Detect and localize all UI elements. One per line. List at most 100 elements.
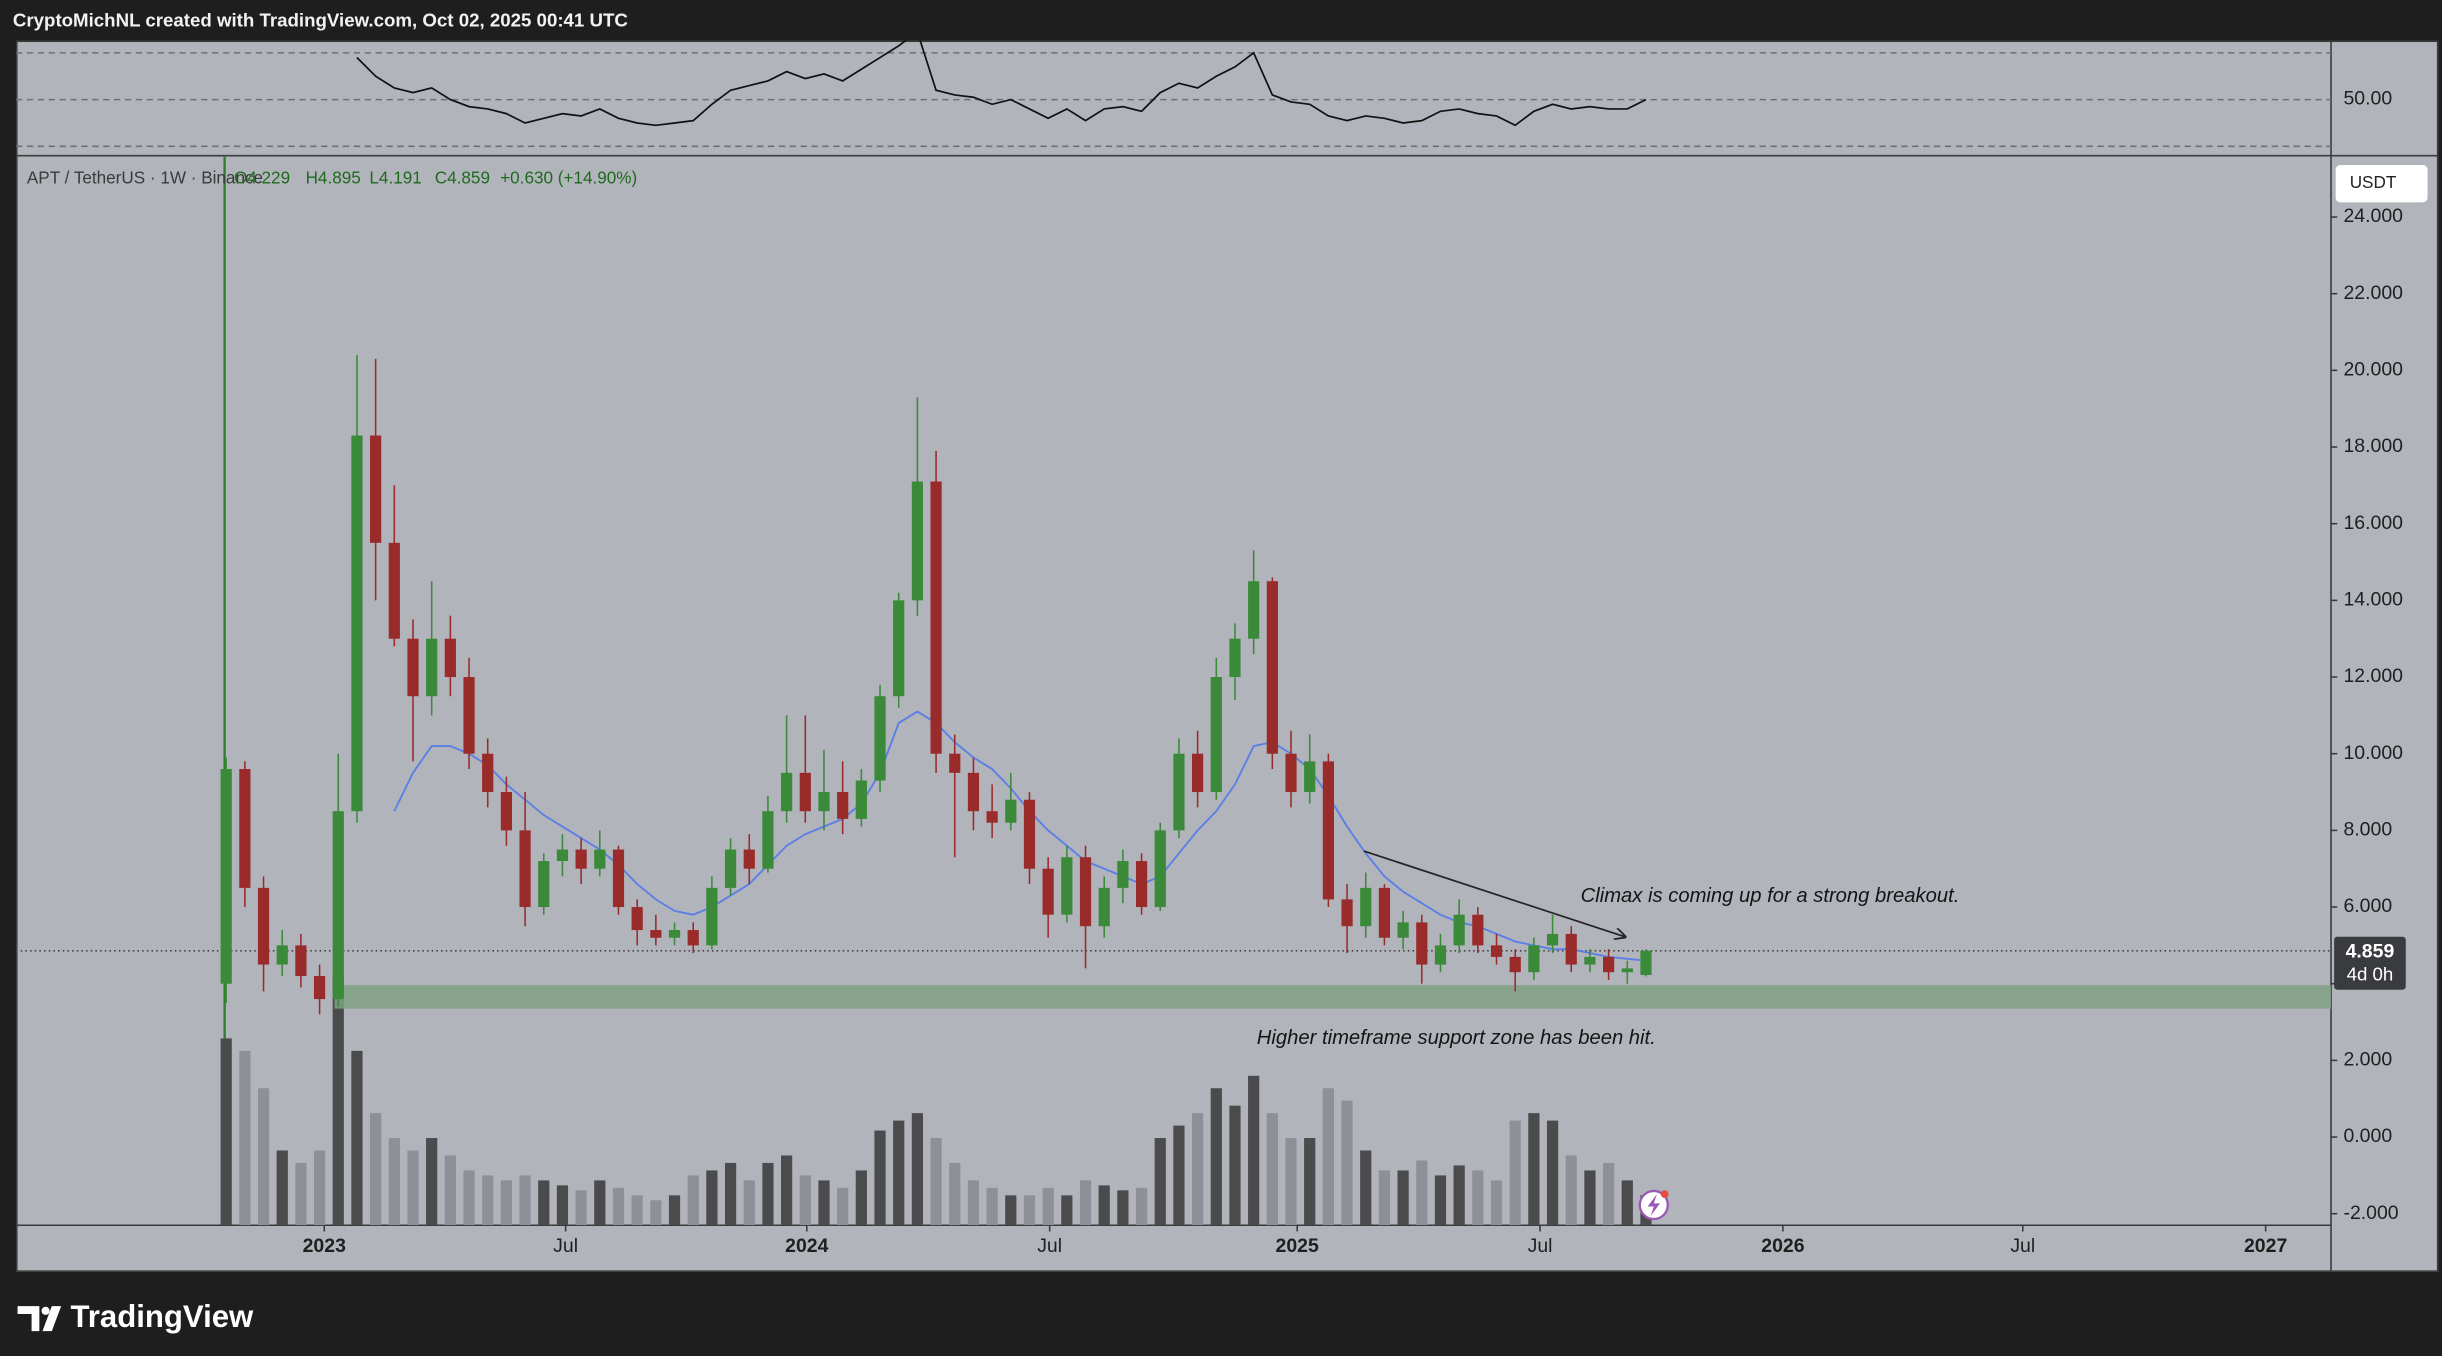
volume-bar bbox=[388, 1138, 400, 1226]
candle-body bbox=[1378, 887, 1391, 938]
candle-body bbox=[1210, 677, 1222, 793]
candle-body bbox=[519, 830, 531, 908]
candle-body bbox=[930, 481, 942, 754]
candle-body bbox=[444, 638, 456, 678]
rsi-pane bbox=[16, 40, 2332, 148]
volume-bar bbox=[370, 1113, 382, 1226]
volume-bar bbox=[351, 1050, 363, 1226]
volume-bar bbox=[426, 1138, 438, 1226]
ohlc-label: H4.895 bbox=[306, 169, 361, 188]
candle-body bbox=[1266, 581, 1278, 754]
volume-bar bbox=[781, 1155, 793, 1226]
volume-bar bbox=[612, 1187, 625, 1226]
volume-bar bbox=[1229, 1105, 1241, 1226]
x-tick-label: 2026 bbox=[1761, 1235, 1804, 1257]
volume-bar bbox=[1322, 1088, 1334, 1226]
volume-bar bbox=[313, 1150, 326, 1226]
candle-body bbox=[351, 435, 363, 812]
y-tick-label: 18.000 bbox=[2343, 435, 2403, 457]
volume-bar bbox=[1005, 1195, 1017, 1226]
volume-bar bbox=[500, 1180, 513, 1226]
ohlc-label: +0.630 (+14.90%) bbox=[500, 169, 637, 188]
candle-body bbox=[855, 780, 867, 819]
volume-bar bbox=[1378, 1170, 1391, 1226]
volume-bar bbox=[706, 1170, 718, 1226]
candle-body bbox=[257, 887, 270, 965]
candle-body bbox=[239, 769, 251, 888]
volume-bar bbox=[930, 1138, 942, 1226]
volume-bar bbox=[1621, 1180, 1633, 1226]
volume-bar bbox=[1603, 1162, 1615, 1226]
y-tick-label: 24.000 bbox=[2343, 205, 2403, 227]
trendline bbox=[1363, 850, 1626, 937]
candle-body bbox=[967, 772, 980, 812]
candle-body bbox=[1453, 914, 1465, 946]
volume-bar bbox=[949, 1162, 961, 1226]
candle-body bbox=[612, 849, 625, 908]
legend-title: APT / TetherUS · 1W · Binance bbox=[27, 169, 263, 188]
candle-body bbox=[276, 945, 288, 965]
volume-bar bbox=[631, 1195, 643, 1226]
candle-body bbox=[1248, 581, 1260, 639]
candle-body bbox=[426, 638, 438, 697]
candle-body bbox=[1584, 956, 1596, 965]
volume-bar bbox=[1584, 1170, 1596, 1226]
candle-body bbox=[594, 849, 606, 869]
candle-body bbox=[1117, 861, 1129, 888]
volume-bar bbox=[1079, 1180, 1092, 1226]
volume-bar bbox=[743, 1180, 755, 1226]
candle-body bbox=[295, 945, 307, 977]
candle-body bbox=[1490, 945, 1503, 957]
candle-body bbox=[1079, 857, 1092, 927]
volume-bar bbox=[967, 1180, 980, 1226]
volume-bar bbox=[444, 1155, 456, 1226]
volume-bar bbox=[762, 1162, 774, 1226]
volume-bar bbox=[1266, 1113, 1278, 1226]
volume-bar bbox=[799, 1175, 811, 1226]
x-tick-label: 2027 bbox=[2244, 1235, 2287, 1257]
volume-bar bbox=[1248, 1075, 1260, 1226]
candle-body bbox=[1023, 799, 1036, 869]
candle-body bbox=[949, 753, 961, 773]
candle-body bbox=[1603, 956, 1615, 973]
volume-bar bbox=[594, 1180, 606, 1226]
candle-body bbox=[724, 849, 737, 888]
candle-body bbox=[1173, 753, 1185, 831]
candle-body bbox=[631, 907, 643, 931]
annotation: Higher timeframe support zone has been h… bbox=[1257, 1027, 1656, 1049]
volume-bar bbox=[986, 1187, 998, 1226]
candle-body bbox=[1640, 950, 1652, 975]
volume-bar bbox=[1434, 1175, 1447, 1226]
annotation: Climax is coming up for a strong breakou… bbox=[1581, 885, 1960, 907]
frame bbox=[16, 40, 2439, 1272]
candle-body bbox=[893, 600, 905, 697]
volume-bar bbox=[1061, 1195, 1073, 1226]
volume-bar bbox=[1360, 1150, 1372, 1226]
candle-body bbox=[1434, 945, 1447, 965]
candle-body bbox=[687, 930, 699, 946]
candle-body bbox=[911, 481, 923, 601]
y-tick-label: 8.000 bbox=[2343, 819, 2392, 841]
volume-bar bbox=[1490, 1180, 1503, 1226]
volume-bar bbox=[1397, 1170, 1409, 1226]
volume-bar bbox=[1341, 1100, 1353, 1226]
candle-body bbox=[1528, 945, 1540, 973]
candle-body bbox=[313, 976, 326, 1000]
candle-body bbox=[407, 638, 419, 697]
volume-bar bbox=[1285, 1138, 1297, 1226]
volume-bar bbox=[276, 1150, 288, 1226]
volume-bar bbox=[332, 976, 344, 1226]
countdown: 4d 0h bbox=[2347, 964, 2394, 985]
candle-body bbox=[1192, 753, 1204, 793]
alert-icon bbox=[1638, 1189, 1669, 1221]
volume-bar bbox=[1416, 1160, 1428, 1226]
volume-bar bbox=[1192, 1113, 1204, 1226]
volume-bar bbox=[220, 1038, 232, 1226]
volume-bar bbox=[1154, 1138, 1166, 1226]
last-price-label: 4.859 bbox=[2346, 940, 2395, 962]
volume-bar bbox=[1528, 1113, 1540, 1226]
x-tick-label: 2024 bbox=[785, 1235, 828, 1257]
ohlc-label: C4.859 bbox=[435, 169, 490, 188]
